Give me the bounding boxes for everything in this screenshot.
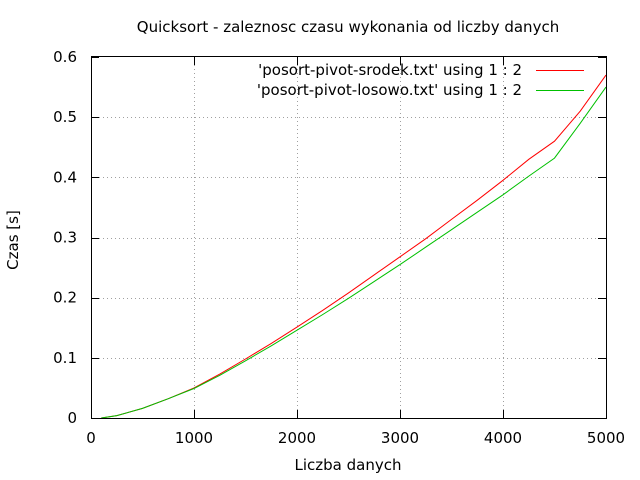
tick-labels: 0 1000 2000 3000 4000 5000 0 0.1 0.2 0.3 0.4 0.5 0.6 [53,48,625,447]
x-tick-label: 1000 [175,429,213,447]
y-tick-label: 0.4 [53,168,77,186]
chart-title: Quicksort - zaleznosc czasu wykonania od… [137,18,559,36]
legend-label-2: 'posort-pivot-losowo.txt' using 1 : 2 [257,81,522,99]
grid [91,57,606,418]
y-tick-label: 0.1 [53,349,77,367]
y-tick-label: 0.2 [53,289,77,307]
x-tick-label: 5000 [587,429,625,447]
x-tick-label: 0 [86,429,96,447]
x-tick-label: 2000 [278,429,316,447]
y-tick-label: 0.3 [53,229,77,247]
y-tick-label: 0 [67,409,77,427]
plot-frame [91,56,607,419]
x-tick-label: 4000 [484,429,522,447]
axis-ticks [91,57,607,419]
series-line-1 [101,74,607,419]
legend-label-1: 'posort-pivot-srodek.txt' using 1 : 2 [258,61,522,79]
legend: 'posort-pivot-srodek.txt' using 1 : 2 'po… [257,61,584,99]
x-axis-label: Liczba danych [295,456,402,474]
y-tick-label: 0.5 [53,108,77,126]
x-tick-label: 3000 [381,429,419,447]
y-tick-label: 0.6 [53,48,77,66]
series-lines [101,74,607,419]
series-line-2 [101,86,607,419]
y-axis-label: Czas [s] [4,210,22,270]
